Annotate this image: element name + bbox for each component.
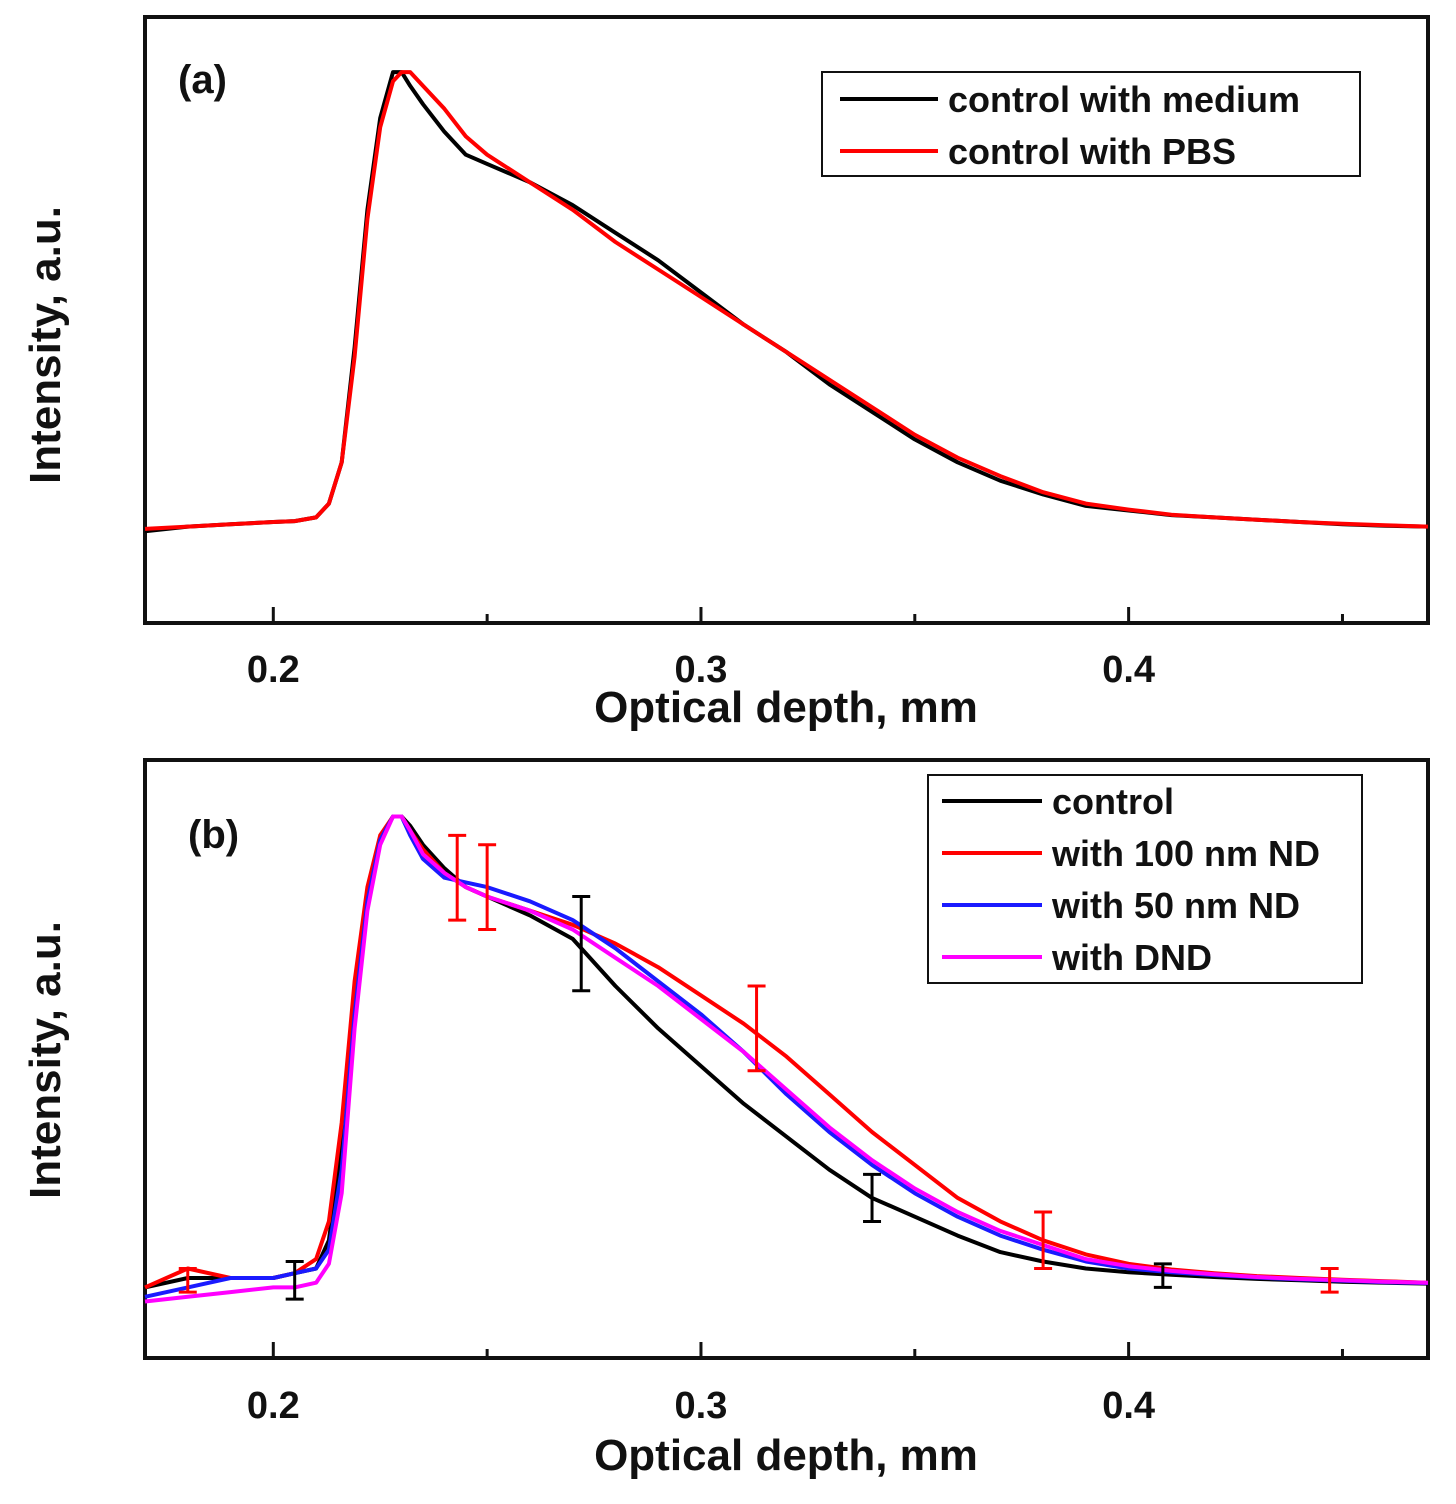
panel-a-x-axis-title: Optical depth, mm bbox=[594, 683, 978, 732]
error-bar bbox=[478, 843, 497, 932]
error-bar bbox=[1320, 1267, 1339, 1294]
panel-b-label: (b) bbox=[188, 813, 239, 857]
x-tick-label: 0.3 bbox=[675, 649, 728, 691]
panel-a-x-ticks: 0.2 0.3 0.4 bbox=[247, 607, 1344, 691]
panel-b-error-bars bbox=[178, 833, 1339, 1301]
x-tick-label: 0.4 bbox=[1102, 1385, 1155, 1427]
panel-a: 0.2 0.3 0.4 (a) Optical depth, mm Intensit… bbox=[21, 15, 1430, 732]
legend-label-with-50-nm-nd: with 50 nm ND bbox=[1051, 885, 1300, 926]
error-bar bbox=[747, 984, 766, 1073]
legend-label-with-100-nm-nd: with 100 nm ND bbox=[1051, 833, 1320, 874]
legend-label-control-with-medium: control with medium bbox=[948, 79, 1300, 120]
error-bar bbox=[448, 833, 467, 922]
panel-a-label: (a) bbox=[178, 58, 227, 102]
panel-a-series bbox=[144, 70, 1429, 534]
x-tick-label: 0.4 bbox=[1102, 649, 1155, 691]
panel-b: 0.2 0.3 0.4 (b) Optical depth, mm Intensit… bbox=[21, 758, 1430, 1480]
panel-a-y-axis-title: Intensity, a.u. bbox=[21, 206, 70, 484]
error-bar bbox=[1153, 1262, 1172, 1289]
panel-a-legend-box bbox=[821, 71, 1361, 177]
panel-b-y-axis-title: Intensity, a.u. bbox=[21, 921, 70, 1199]
panel-a-legend: control with medium control with PBS bbox=[821, 71, 1361, 177]
panel-b-legend: control with 100 nm ND with 50 nm ND wit… bbox=[927, 774, 1363, 984]
error-bar bbox=[285, 1259, 304, 1301]
legend-label-control-with-pbs: control with PBS bbox=[948, 131, 1236, 172]
error-bar bbox=[1034, 1210, 1053, 1271]
error-bar bbox=[863, 1172, 882, 1223]
x-tick-label: 0.2 bbox=[247, 1385, 300, 1427]
x-tick-label: 0.3 bbox=[675, 1385, 728, 1427]
legend-label-control: control bbox=[1052, 781, 1174, 822]
panel-b-series bbox=[144, 814, 1429, 1304]
panel-b-legend-box bbox=[927, 774, 1363, 984]
x-tick-label: 0.2 bbox=[247, 649, 300, 691]
panel-b-x-axis-title: Optical depth, mm bbox=[594, 1431, 978, 1480]
series-line-control-with-pbs bbox=[144, 70, 1429, 531]
series-line-with-dnd bbox=[144, 814, 1429, 1304]
series-line-control bbox=[144, 814, 1429, 1290]
panel-b-x-ticks: 0.2 0.3 0.4 bbox=[247, 1342, 1344, 1427]
error-bar bbox=[178, 1267, 197, 1294]
error-bar bbox=[572, 895, 591, 993]
legend-label-with-dnd: with DND bbox=[1051, 937, 1212, 978]
